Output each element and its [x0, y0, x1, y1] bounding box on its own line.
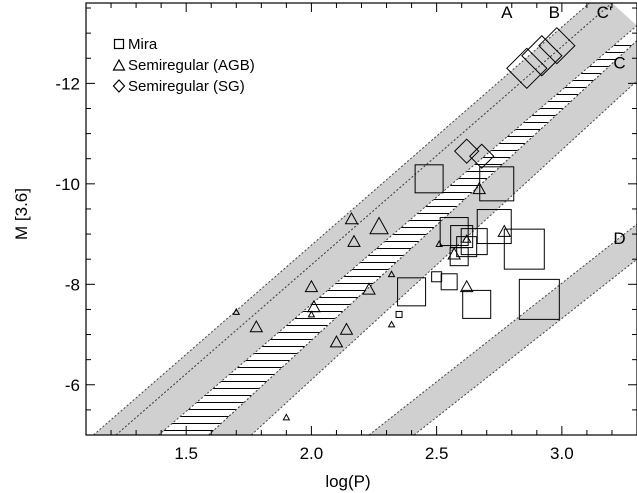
y-tick-label: -8 [65, 275, 80, 294]
semiregular-agb-point [362, 282, 376, 295]
semiregular-agb-point [387, 270, 396, 278]
band-cprime [116, 3, 637, 435]
semiregular-agb-point [282, 413, 291, 421]
marker-layer [232, 26, 576, 421]
semiregular-agb-point [307, 310, 316, 318]
band-b [158, 40, 637, 435]
legend-triangle-icon [112, 58, 126, 71]
y-tick-label: -10 [55, 175, 80, 194]
tick-layer: 1.5 2.0 2.5 3.0 -6 -8 -10 -12 [55, 3, 637, 463]
mira-point [431, 271, 443, 283]
band-edge-cprime-lower [115, 3, 613, 435]
band-layer [93, 3, 637, 435]
semiregular-sg-point [469, 143, 495, 169]
band-edge-c-lower [208, 40, 637, 435]
x-tick-label: 2.0 [300, 444, 324, 463]
band-label-layer: A B C' C D [501, 3, 626, 248]
semiregular-agb-point [447, 247, 462, 260]
semiregular-agb-point [369, 216, 389, 235]
band-edge-c-upper [250, 80, 637, 435]
band-c [208, 40, 637, 435]
mira-point [440, 273, 458, 291]
semiregular-agb-point [387, 320, 396, 328]
semiregular-agb-point [329, 335, 344, 348]
semiregular-agb-point [304, 279, 319, 293]
semiregular-agb-point [339, 322, 354, 335]
semiregular-agb-point [249, 319, 264, 333]
semiregular-sg-point [521, 35, 563, 77]
mira-point [503, 228, 545, 270]
mira-point [462, 289, 492, 319]
band-a [93, 3, 612, 435]
semiregular-sg-point [453, 138, 480, 164]
legend-label-mira: Mira [128, 36, 158, 53]
legend-label-semiregular-agb: Semiregular (AGB) [128, 57, 255, 74]
y-tick-label: -6 [65, 376, 80, 395]
semiregular-agb-point [347, 234, 361, 247]
mira-point [439, 217, 469, 247]
semiregular-agb-point [459, 279, 474, 293]
legend-diamond-icon [112, 79, 126, 93]
band-label-d: D [613, 229, 625, 248]
x-tick-label: 2.5 [425, 444, 449, 463]
mira-point [397, 277, 427, 307]
semiregular-agb-point [307, 299, 321, 313]
mira-point [414, 164, 444, 194]
semiregular-sg-point [506, 47, 548, 90]
semiregular-agb-point [461, 234, 472, 243]
semiregular-agb-point [497, 224, 512, 237]
semiregular-agb-point [344, 211, 359, 225]
mira-point [476, 209, 512, 245]
band-label-b: B [549, 3, 560, 22]
legend-square-icon [113, 38, 125, 50]
y-axis-title: M [3.6] [12, 188, 31, 240]
band-label-c: C [613, 53, 625, 72]
legend-label-semiregular-sg: Semiregular (SG) [128, 78, 245, 95]
mira-point [395, 310, 403, 318]
band-edge-a-lower [93, 3, 590, 435]
x-tick-label: 1.5 [174, 444, 198, 463]
band-edge-d-lower [368, 223, 637, 435]
semiregular-sg-point [538, 26, 576, 65]
semiregular-agb-point [232, 307, 241, 315]
semiregular-agb-point [435, 240, 443, 248]
semiregular-agb-point [472, 181, 487, 195]
mira-point [456, 236, 478, 258]
band-edge-cprime-upper [158, 25, 637, 435]
mira-point [460, 228, 488, 256]
mira-point [449, 247, 469, 267]
band-label-a: A [501, 3, 513, 22]
y-tick-label: -12 [55, 74, 80, 93]
mira-point [518, 278, 560, 320]
x-axis-title: log(P) [325, 472, 370, 491]
x-tick-label: 3.0 [550, 444, 574, 463]
band-label-cprime: C' [597, 3, 613, 22]
legend: Mira Semiregular (AGB) Semiregular (SG) [112, 36, 255, 95]
band-edge-d-upper [413, 258, 637, 435]
